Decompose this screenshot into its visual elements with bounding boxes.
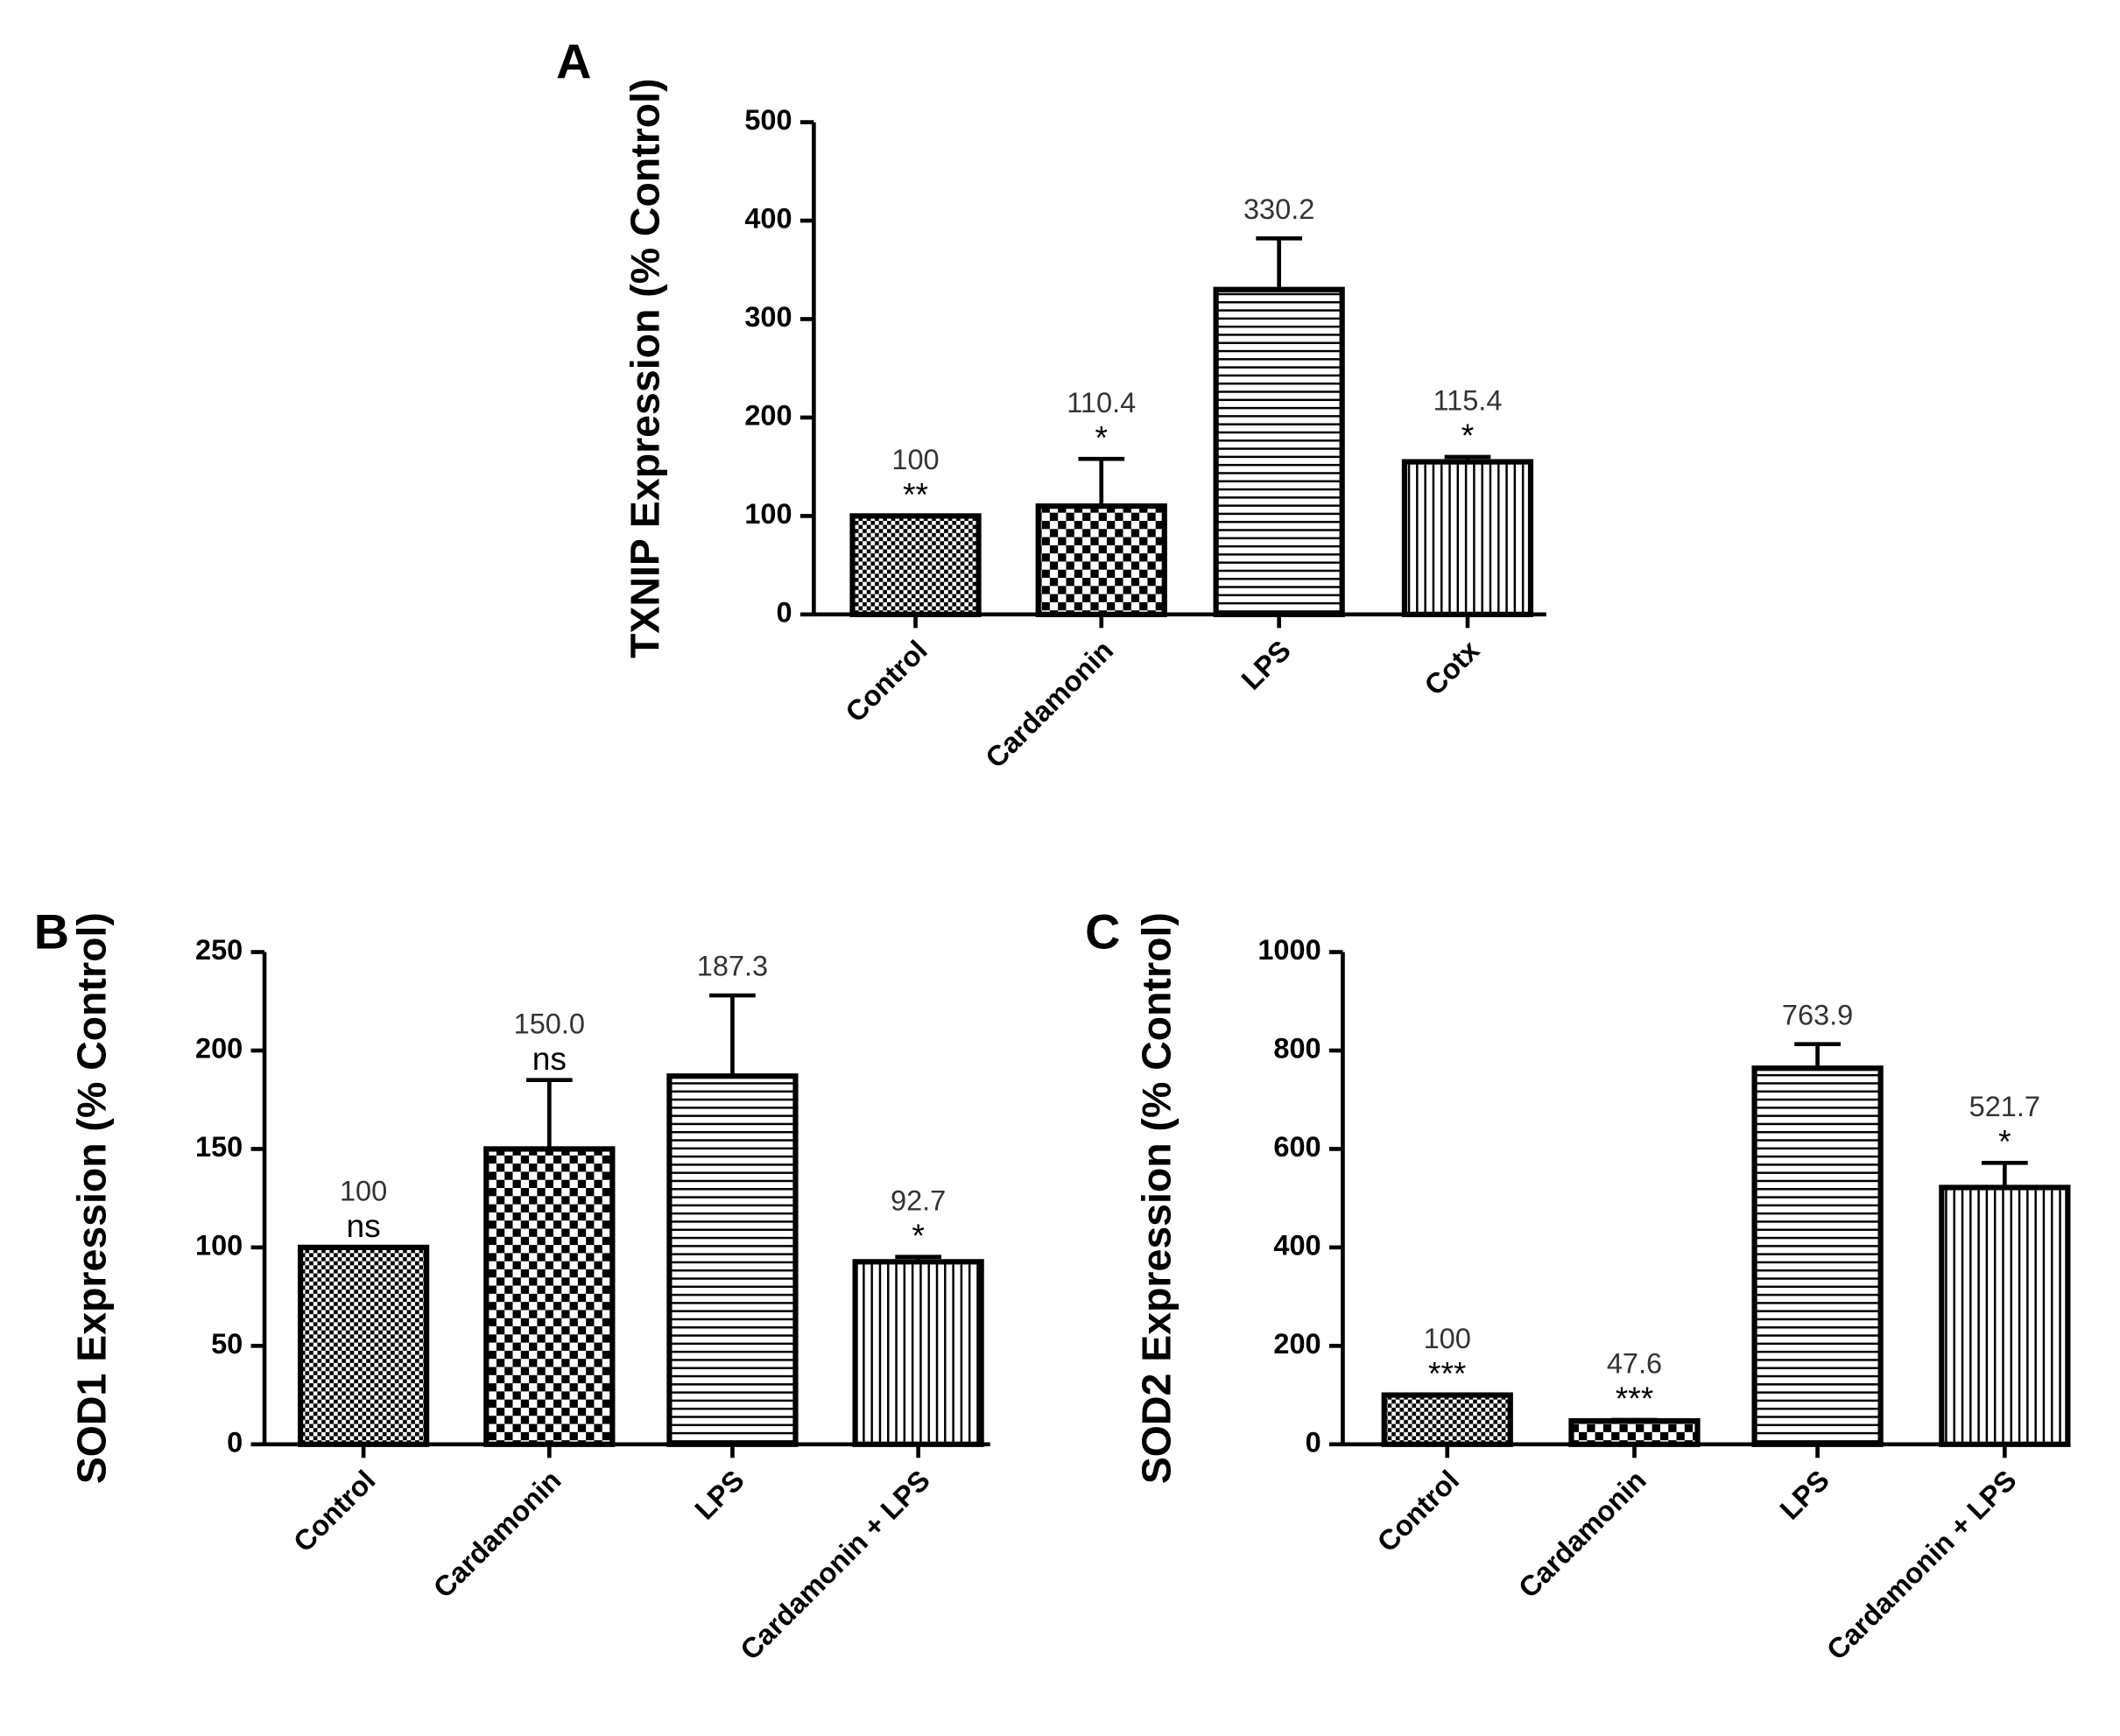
bar-label: 150.0 — [514, 1008, 585, 1039]
significance: * — [1095, 418, 1108, 455]
bar-label: 187.3 — [697, 951, 768, 982]
x-tick-label: Cardamonin — [979, 635, 1119, 775]
panel-label: B — [34, 905, 69, 959]
y-tick-label: 1000 — [1257, 934, 1321, 966]
y-tick-label: 400 — [1273, 1229, 1321, 1261]
y-tick-label: 150 — [195, 1131, 243, 1163]
x-tick-label: Cardamonin + LPS — [734, 1465, 936, 1667]
y-tick-label: 50 — [211, 1328, 243, 1360]
bar-label: 115.4 — [1433, 385, 1502, 417]
y-tick-label: 200 — [744, 400, 792, 432]
bar-label: 100 — [891, 444, 939, 475]
y-tick-label: 0 — [1306, 1426, 1321, 1458]
y-tick-label: 0 — [227, 1426, 243, 1458]
bar-label: 92.7 — [891, 1184, 946, 1216]
y-tick-label: 100 — [744, 498, 792, 530]
significance: ns — [346, 1207, 380, 1244]
bar — [852, 1259, 984, 1447]
significance: *** — [1616, 1380, 1653, 1416]
bar — [1381, 1392, 1513, 1447]
significance: *** — [1428, 1355, 1466, 1392]
bar-label: 110.4 — [1067, 387, 1136, 418]
y-axis-label: SOD1 Expression (% Control) — [69, 912, 115, 1484]
bar — [483, 1146, 616, 1447]
panel-label: A — [556, 34, 591, 88]
y-tick-label: 500 — [744, 104, 792, 136]
y-tick-label: 200 — [1273, 1328, 1321, 1360]
significance: * — [1461, 417, 1474, 453]
bar-label: 47.6 — [1607, 1348, 1662, 1380]
y-tick-label: 250 — [195, 934, 243, 966]
x-tick-label: Cardamonin + LPS — [1821, 1465, 2023, 1667]
significance: * — [1998, 1122, 2011, 1159]
x-tick-label: Control — [287, 1465, 381, 1558]
bar-label: 763.9 — [1782, 999, 1853, 1030]
x-tick-label: Cardamonin — [1512, 1465, 1652, 1605]
x-tick-label: Control — [840, 635, 933, 728]
x-tick-label: Control — [1371, 1465, 1465, 1558]
y-tick-label: 600 — [1273, 1131, 1321, 1163]
bar — [1213, 286, 1345, 617]
bar-label: 330.2 — [1243, 193, 1314, 225]
bar — [297, 1244, 430, 1447]
x-tick-label: LPS — [1236, 635, 1297, 696]
bar — [1568, 1417, 1701, 1447]
panel-label: C — [1085, 905, 1120, 959]
x-tick-label: LPS — [1774, 1465, 1835, 1526]
x-tick-label: Cotx — [1419, 635, 1486, 702]
bar-label: 100 — [340, 1176, 387, 1207]
bar — [1939, 1184, 2071, 1447]
significance: * — [912, 1217, 924, 1254]
y-tick-label: 300 — [744, 301, 792, 333]
x-tick-label: LPS — [689, 1465, 750, 1526]
significance: ** — [903, 476, 928, 513]
y-tick-label: 200 — [195, 1033, 243, 1065]
bar — [666, 1073, 799, 1447]
y-axis-label: SOD2 Expression (% Control) — [1134, 912, 1180, 1484]
bar — [1751, 1065, 1884, 1447]
bar — [849, 513, 982, 617]
x-tick-label: Cardamonin — [427, 1465, 567, 1605]
y-tick-label: 100 — [195, 1229, 243, 1261]
significance: ns — [532, 1040, 567, 1077]
y-axis-label: TXNIP Expression (% Control) — [623, 78, 668, 657]
y-tick-label: 800 — [1273, 1033, 1321, 1065]
y-tick-label: 0 — [776, 596, 792, 628]
y-tick-label: 400 — [744, 203, 792, 235]
bar — [1401, 459, 1534, 617]
bar — [1035, 503, 1167, 617]
bar-label: 521.7 — [1969, 1091, 2040, 1122]
bar-label: 100 — [1424, 1323, 1471, 1354]
